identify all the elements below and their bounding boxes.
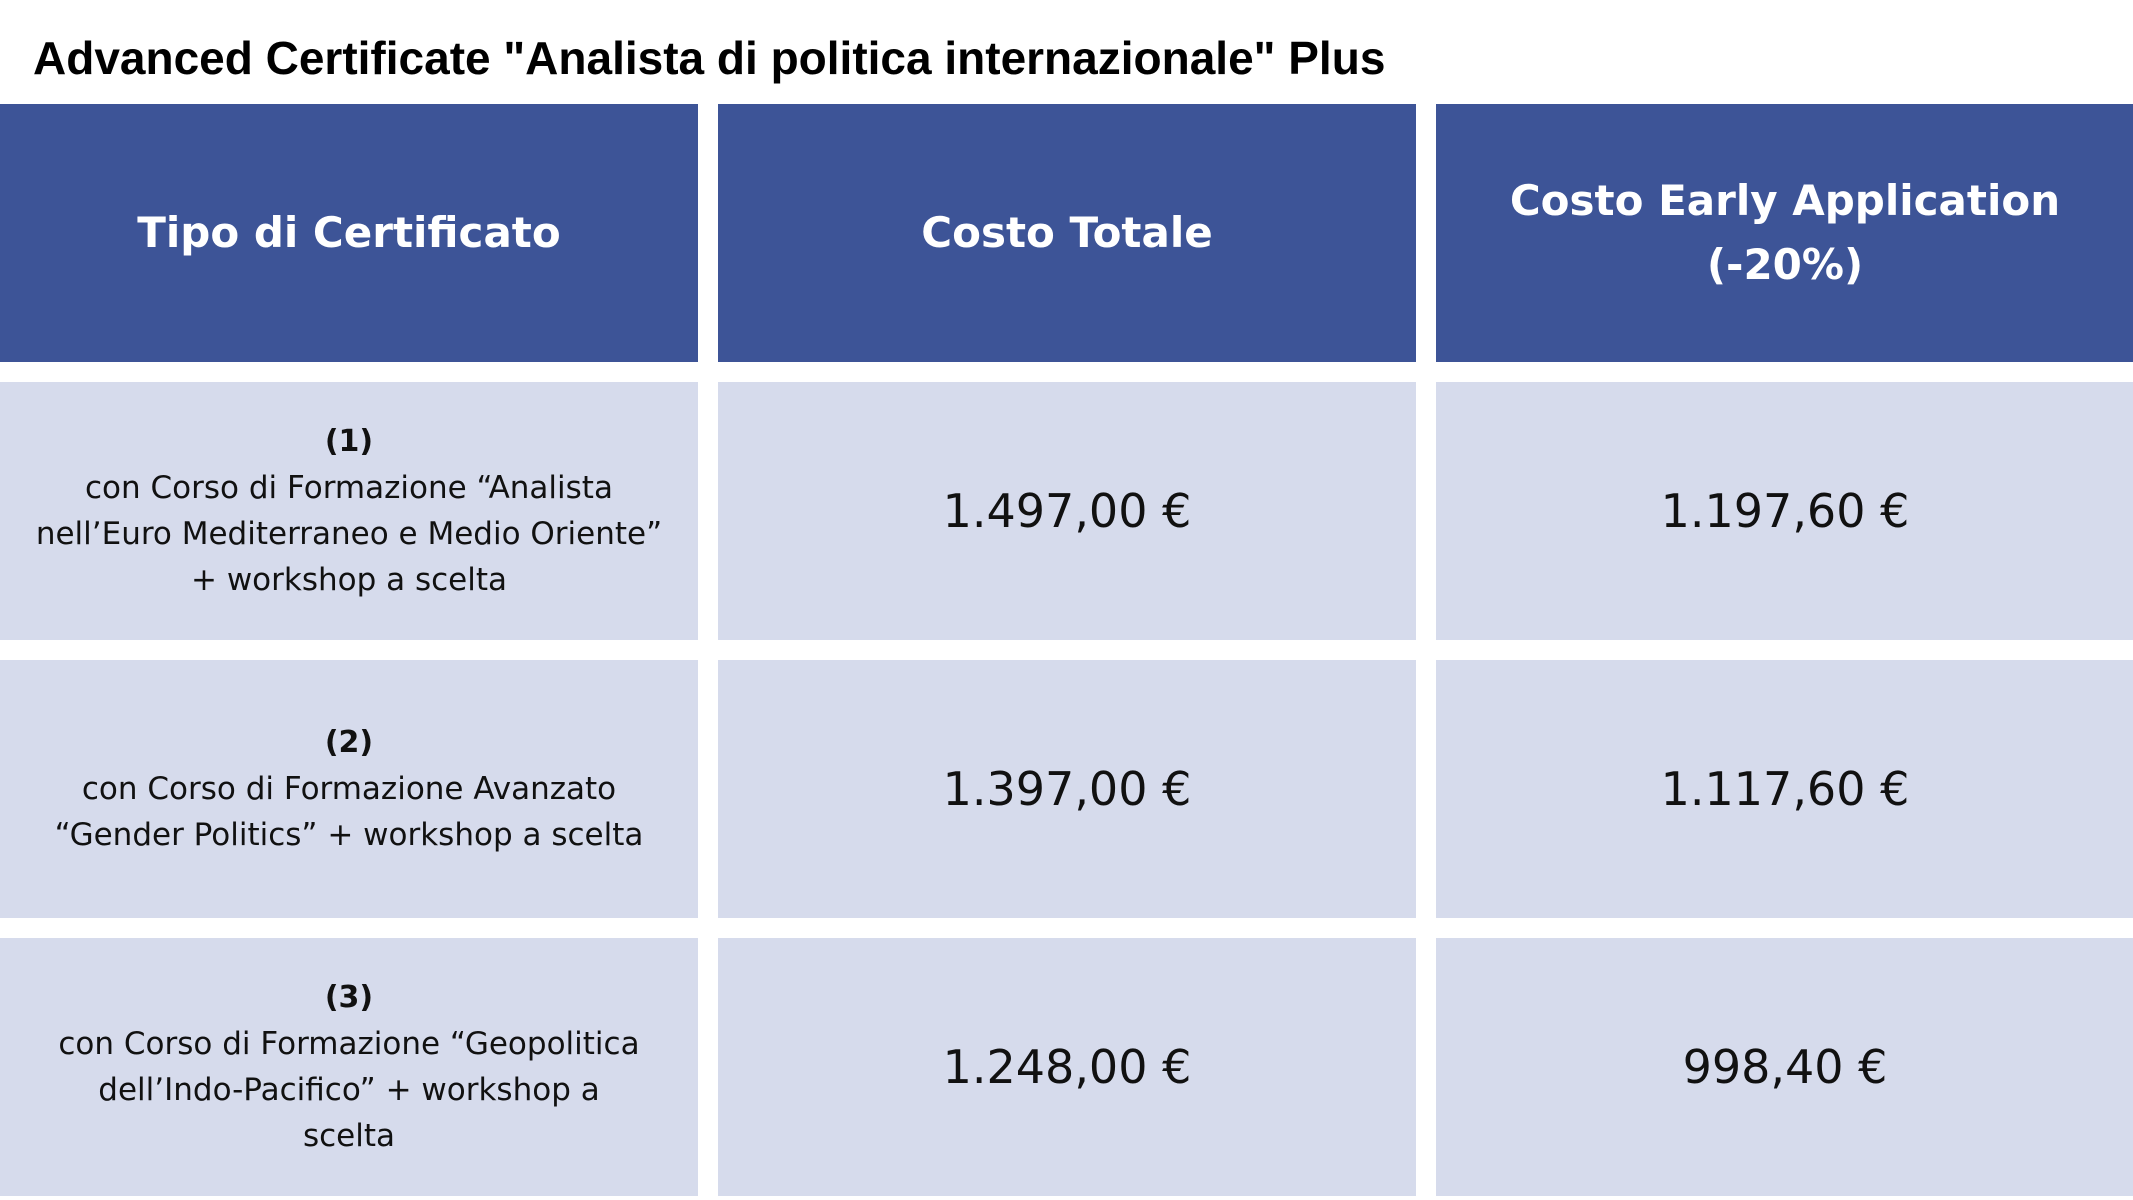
row-1-number: (1) — [324, 424, 374, 459]
header-type: Tipo di Certificato — [0, 104, 698, 362]
header-early-label: Costo Early Application — [1509, 176, 2061, 225]
page-title: Advanced Certificate "Analista di politi… — [33, 32, 1386, 84]
header-total: Costo Totale — [718, 104, 1416, 362]
header-early: Costo Early Application (-20%) — [1436, 104, 2133, 362]
header-type-label: Tipo di Certificato — [137, 208, 561, 257]
row-3-number: (3) — [324, 980, 374, 1015]
row-2-early: 1.117,60 € — [1436, 660, 2133, 918]
row-1-total: 1.497,00 € — [718, 382, 1416, 640]
row-2-type: (2) con Corso di Formazione Avanzato “Ge… — [0, 660, 698, 918]
row-3-total-price: 1.248,00 € — [942, 1040, 1192, 1094]
header-early-discount: (-20%) — [1706, 240, 1864, 289]
row-3-total: 1.248,00 € — [718, 938, 1416, 1196]
header-total-label: Costo Totale — [921, 208, 1213, 257]
row-1-total-price: 1.497,00 € — [942, 484, 1192, 538]
row-1-early-price: 1.197,60 € — [1660, 484, 1910, 538]
row-2-description: con Corso di Formazione Avanzato “Gender… — [54, 771, 644, 853]
pricing-table: Tipo di Certificato Costo Totale Costo E… — [0, 104, 2133, 1200]
row-2-total: 1.397,00 € — [718, 660, 1416, 918]
row-2-number: (2) — [324, 725, 374, 760]
row-2-early-price: 1.117,60 € — [1660, 762, 1910, 816]
row-3-early: 998,40 € — [1436, 938, 2133, 1196]
row-3-type: (3) con Corso di Formazione “Geopolitica… — [0, 938, 698, 1196]
row-2-total-price: 1.397,00 € — [942, 762, 1192, 816]
row-1-type: (1) con Corso di Formazione “Analista ne… — [0, 382, 698, 640]
row-1-description: con Corso di Formazione “Analista nell’E… — [35, 470, 663, 598]
row-1-early: 1.197,60 € — [1436, 382, 2133, 640]
row-3-description: con Corso di Formazione “Geopolitica del… — [58, 1026, 640, 1154]
row-3-early-price: 998,40 € — [1682, 1040, 1888, 1094]
